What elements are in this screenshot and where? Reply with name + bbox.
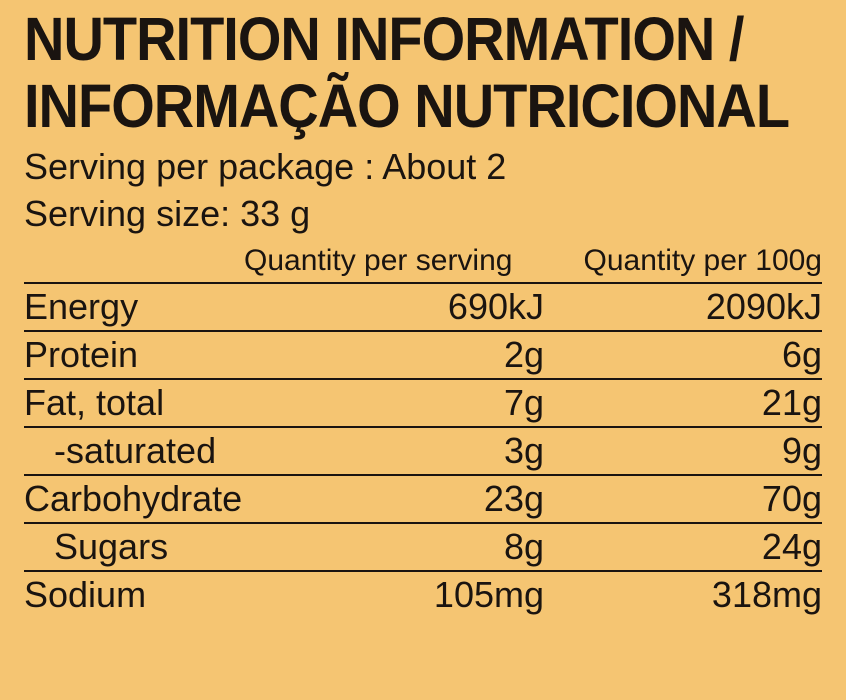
value-per-serving: 23g xyxy=(304,478,544,520)
value-per-100g: 21g xyxy=(544,382,822,424)
title-line-2: INFORMAÇÃO NUTRICIONAL xyxy=(24,74,822,139)
value-per-serving: 105mg xyxy=(304,574,544,616)
table-row: Protein2g6g xyxy=(24,332,822,380)
header-per-100g: Quantity per 100g xyxy=(564,244,822,278)
value-per-100g: 24g xyxy=(544,526,822,568)
value-per-serving: 3g xyxy=(304,430,544,472)
header-per-serving: Quantity per serving xyxy=(234,244,564,278)
value-per-100g: 9g xyxy=(544,430,822,472)
value-per-100g: 70g xyxy=(544,478,822,520)
nutrient-label: -saturated xyxy=(24,430,304,472)
nutrient-label: Protein xyxy=(24,334,304,376)
value-per-serving: 690kJ xyxy=(304,286,544,328)
value-per-100g: 2090kJ xyxy=(544,286,822,328)
nutrient-label: Sugars xyxy=(24,526,304,568)
table-row: -saturated3g9g xyxy=(24,428,822,476)
column-headers: Quantity per serving Quantity per 100g xyxy=(24,238,822,284)
value-per-100g: 6g xyxy=(544,334,822,376)
nutrient-label: Energy xyxy=(24,286,304,328)
value-per-serving: 7g xyxy=(304,382,544,424)
table-row: Sodium105mg318mg xyxy=(24,572,822,618)
table-row: Sugars8g24g xyxy=(24,524,822,572)
serving-per-package: Serving per package : About 2 xyxy=(24,144,822,189)
nutrient-label: Fat, total xyxy=(24,382,304,424)
serving-size: Serving size: 33 g xyxy=(24,191,822,236)
header-blank xyxy=(24,244,234,278)
table-row: Energy690kJ2090kJ xyxy=(24,284,822,332)
value-per-100g: 318mg xyxy=(544,574,822,616)
table-row: Carbohydrate23g70g xyxy=(24,476,822,524)
title-line-1: NUTRITION INFORMATION / xyxy=(24,7,822,72)
nutrient-label: Sodium xyxy=(24,574,304,616)
table-row: Fat, total7g21g xyxy=(24,380,822,428)
nutrient-label: Carbohydrate xyxy=(24,478,304,520)
value-per-serving: 2g xyxy=(304,334,544,376)
nutrition-table: Energy690kJ2090kJProtein2g6gFat, total7g… xyxy=(24,284,822,618)
value-per-serving: 8g xyxy=(304,526,544,568)
